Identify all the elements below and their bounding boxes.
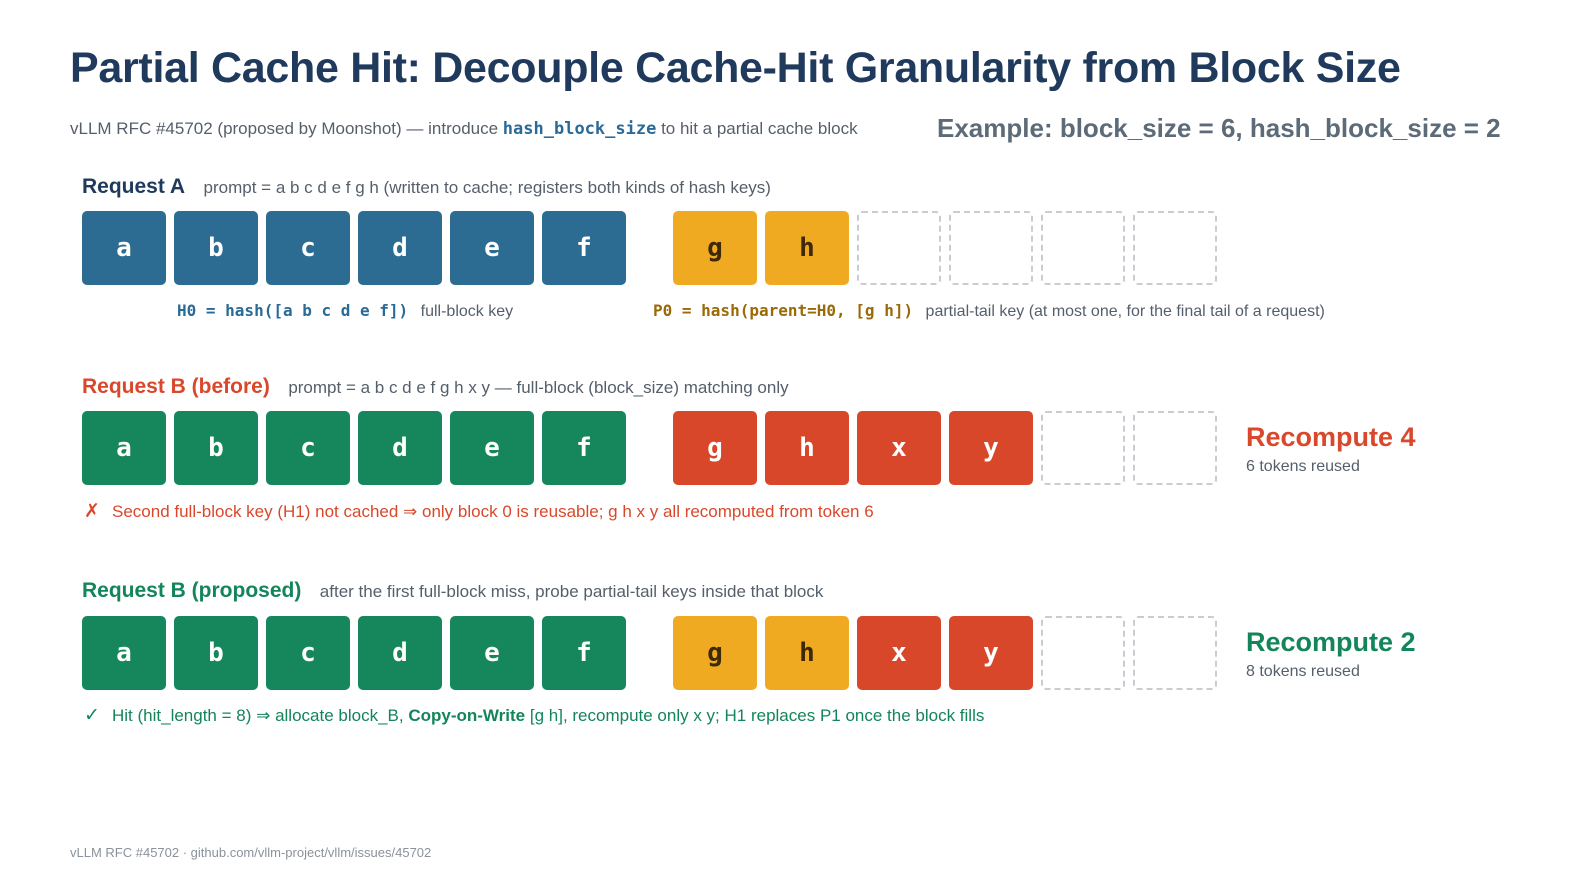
token-cell: b: [174, 616, 258, 690]
empty-token-slot: [1133, 211, 1217, 285]
token-cell: a: [82, 411, 166, 485]
empty-token-slot: [1041, 211, 1125, 285]
request-b-proposed-header: Request B (proposed) after the first ful…: [82, 579, 823, 603]
token-cell: a: [82, 616, 166, 690]
token-cell: x: [857, 411, 941, 485]
token-cell: y: [949, 616, 1033, 690]
token-cell: g: [673, 616, 757, 690]
token-cell: b: [174, 211, 258, 285]
empty-token-slot: [857, 211, 941, 285]
token-cell: h: [765, 211, 849, 285]
subtitle: vLLM RFC #45702 (proposed by Moonshot) —…: [70, 119, 858, 139]
full-block-key-label: full-block key: [420, 303, 514, 320]
token-cell: d: [358, 411, 442, 485]
token-cell: h: [765, 616, 849, 690]
example-parameters: Example: block_size = 6, hash_block_size…: [937, 113, 1501, 143]
token-cell: e: [450, 411, 534, 485]
request-b-before-description: prompt = a b c d e f g h x y — full-bloc…: [288, 378, 789, 397]
cross-icon: ✗: [84, 501, 100, 522]
request-a-header: Request A prompt = a b c d e f g h (writ…: [82, 175, 771, 199]
full-block-key-legend: H0 = hash([a b c d e f]) full-block key: [177, 301, 513, 321]
request-a-title: Request A: [82, 175, 186, 198]
subtitle-text-before: vLLM RFC #45702 (proposed by Moonshot) —…: [70, 119, 499, 138]
token-cell: h: [765, 411, 849, 485]
partial-tail-key-code: P0 = hash(parent=H0, [g h]): [653, 301, 914, 320]
request-b-before-recompute-count: Recompute 4: [1246, 422, 1416, 452]
token-cell: d: [358, 616, 442, 690]
token-cell: f: [542, 411, 626, 485]
request-b-proposed-title: Request B (proposed): [82, 579, 302, 602]
request-a-description: prompt = a b c d e f g h (written to cac…: [203, 178, 771, 197]
request-b-before-header: Request B (before) prompt = a b c d e f …: [82, 375, 789, 399]
request-b-proposed-reused-count: 8 tokens reused: [1246, 663, 1360, 680]
request-b-proposed-note-bold: Copy-on-Write: [408, 706, 526, 725]
token-cell: g: [673, 211, 757, 285]
empty-token-slot: [949, 211, 1033, 285]
empty-token-slot: [1041, 411, 1125, 485]
request-b-before-note-text: Second full-block key (H1) not cached ⇒ …: [112, 502, 874, 521]
token-cell: b: [174, 411, 258, 485]
check-icon: ✓: [84, 705, 100, 726]
token-cell: f: [542, 616, 626, 690]
subtitle-code: hash_block_size: [502, 119, 657, 139]
request-b-proposed-description: after the first full-block miss, probe p…: [319, 582, 824, 601]
token-cell: e: [450, 616, 534, 690]
token-cell: g: [673, 411, 757, 485]
request-b-proposed-note-after: [g h], recompute only x y; H1 replaces P…: [529, 706, 985, 725]
subtitle-text-after: to hit a partial cache block: [661, 119, 858, 138]
request-b-proposed-note-before: Hit (hit_length = 8) ⇒ allocate block_B,: [112, 706, 404, 725]
token-cell: c: [266, 211, 350, 285]
footer-reference: vLLM RFC #45702 · github.com/vllm-projec…: [70, 845, 432, 860]
token-cell: c: [266, 411, 350, 485]
token-cell: y: [949, 411, 1033, 485]
page-title: Partial Cache Hit: Decouple Cache-Hit Gr…: [70, 44, 1401, 92]
request-b-before-reused-count: 6 tokens reused: [1246, 458, 1360, 475]
token-cell: d: [358, 211, 442, 285]
token-cell: a: [82, 211, 166, 285]
full-block-key-code: H0 = hash([a b c d e f]): [177, 301, 409, 320]
request-b-proposed-recompute-count: Recompute 2: [1246, 627, 1416, 657]
request-b-proposed-note: ✓ Hit (hit_length = 8) ⇒ allocate block_B…: [84, 704, 984, 727]
token-cell: f: [542, 211, 626, 285]
empty-token-slot: [1133, 411, 1217, 485]
empty-token-slot: [1133, 616, 1217, 690]
token-cell: x: [857, 616, 941, 690]
empty-token-slot: [1041, 616, 1125, 690]
token-cell: e: [450, 211, 534, 285]
token-cell: c: [266, 616, 350, 690]
request-b-before-note: ✗ Second full-block key (H1) not cached ⇒…: [84, 500, 874, 523]
request-b-before-title: Request B (before): [82, 375, 270, 398]
partial-tail-key-label: partial-tail key (at most one, for the f…: [925, 303, 1325, 320]
partial-tail-key-legend: P0 = hash(parent=H0, [g h]) partial-tail…: [653, 301, 1325, 321]
